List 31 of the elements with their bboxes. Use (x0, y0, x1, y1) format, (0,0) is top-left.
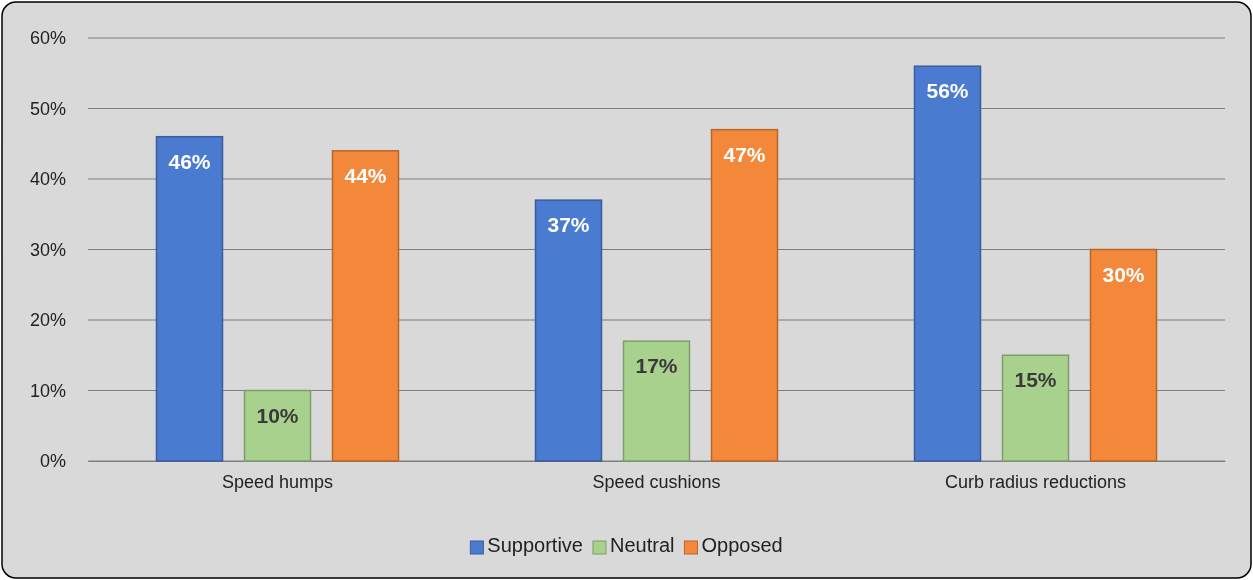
data-label: 46% (168, 149, 211, 173)
x-tick-label: Curb radius reductions (944, 471, 1127, 492)
bar (913, 65, 982, 462)
data-label: 47% (723, 142, 766, 166)
data-label: 10% (256, 403, 299, 427)
data-label: 37% (547, 213, 590, 237)
x-tick-label: Speed cushions (592, 471, 721, 492)
y-tick-label: 60% (29, 28, 66, 49)
y-tick-label: 10% (29, 380, 66, 401)
data-label: 44% (344, 163, 387, 187)
bar (1089, 248, 1158, 462)
data-label: 15% (1014, 368, 1057, 392)
bar (155, 135, 224, 462)
bar (710, 128, 779, 462)
legend-label: Opposed (701, 534, 783, 556)
bar (622, 340, 691, 462)
bar (243, 389, 312, 462)
legend-label: Supportive (487, 534, 583, 556)
data-label: 56% (926, 79, 969, 103)
bar (331, 150, 400, 462)
x-tick-label: Speed humps (221, 471, 334, 492)
y-tick-label: 0% (39, 451, 66, 472)
legend-label: Neutral (609, 534, 675, 556)
y-tick-label: 40% (29, 169, 66, 190)
y-tick-label: 50% (29, 98, 66, 119)
data-label: 17% (635, 354, 678, 378)
y-tick-label: 20% (29, 310, 66, 331)
bar (1001, 354, 1070, 462)
data-label: 30% (1102, 262, 1145, 286)
bar (534, 199, 603, 462)
y-tick-label: 30% (29, 239, 66, 260)
